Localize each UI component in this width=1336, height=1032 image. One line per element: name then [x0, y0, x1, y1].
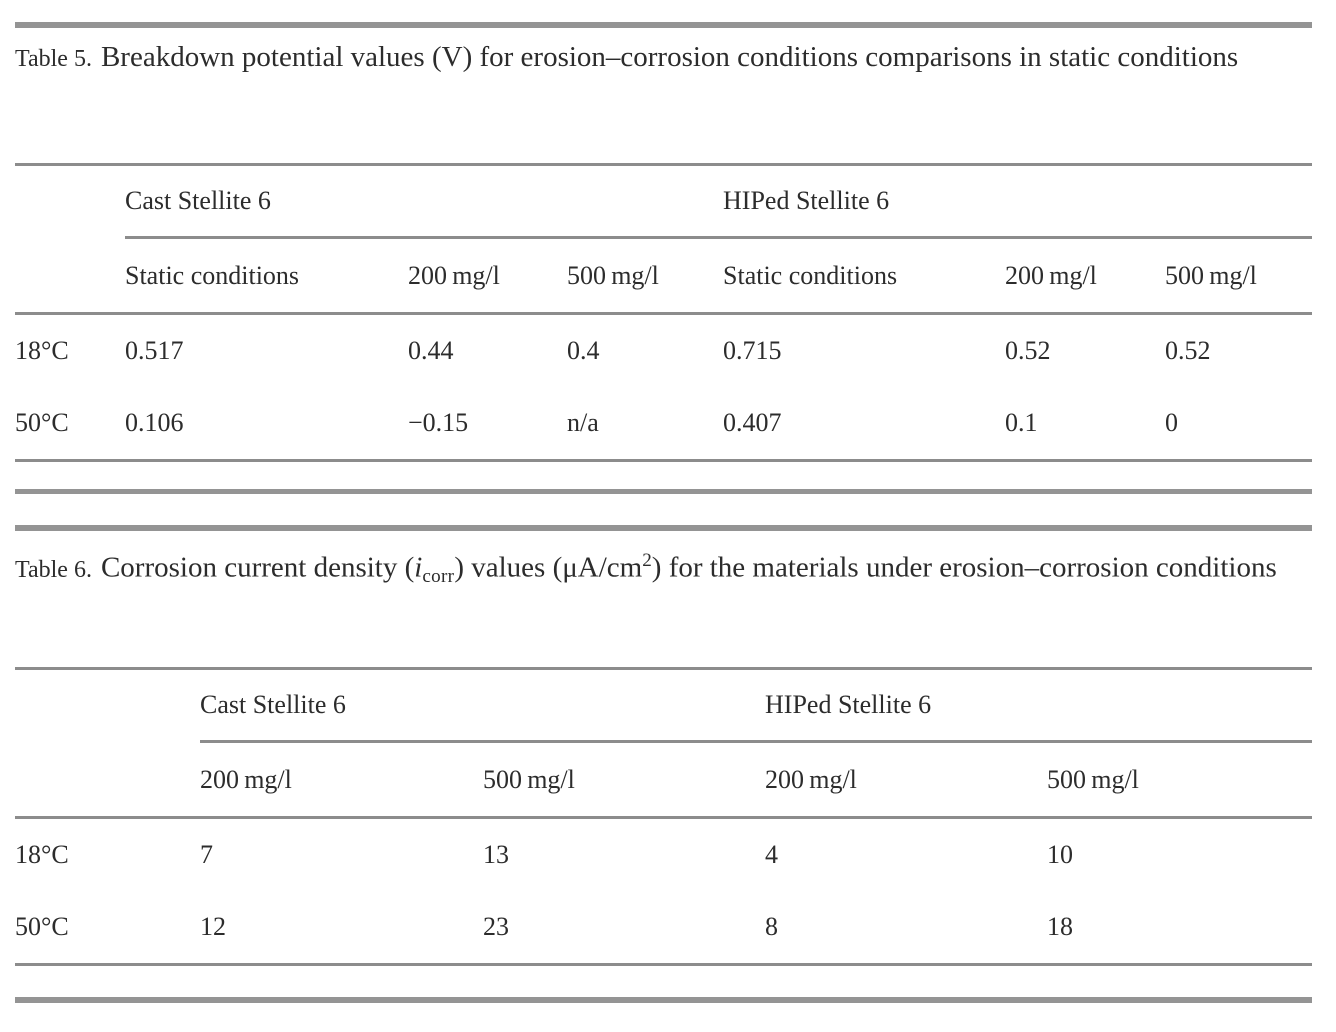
data-cell: 10 — [1047, 840, 1074, 869]
subheader-cell: 200 mg/l — [765, 741, 1048, 819]
subheader-cell: 200 mg/l — [408, 237, 567, 315]
group-header-cell: HIPed Stellite 6 — [765, 668, 1313, 743]
data-cell: 23 — [483, 891, 766, 966]
subheader-cell: Static conditions — [723, 237, 1006, 315]
group-header-cell: Cast Stellite 6 — [200, 668, 766, 743]
data-cell: −0.15 — [408, 387, 567, 462]
group-header-cell: HIPed Stellite 6 — [723, 164, 1313, 239]
row-label-cell: 18°C — [15, 840, 69, 869]
table6-subheader-row: 200 mg/l 500 mg/l 200 mg/l 500 mg/l — [15, 741, 1313, 819]
table6-caption: Table 6. Corrosion current density (icorr… — [15, 536, 1317, 602]
table5: Cast Stellite 6 HIPed Stellite 6 Static … — [15, 163, 1313, 462]
table6-caption-subscript: corr — [422, 565, 455, 587]
subheader-cell: 200 mg/l — [200, 741, 483, 819]
empty-cell — [15, 741, 200, 819]
table6-caption-i-symbol: i — [414, 551, 423, 584]
row-label-cell: 50°C — [15, 891, 200, 966]
table6-caption-superscript: 2 — [642, 550, 652, 571]
table5-caption-label: Table 5. — [15, 46, 92, 72]
data-cell: 13 — [483, 840, 509, 869]
table-row: 18°C 0.517 0.44 0.4 0.715 0.52 0.52 — [15, 314, 1312, 388]
table5-bottom-bar — [15, 489, 1312, 494]
data-cell: 0 — [1165, 387, 1313, 462]
data-cell: 4 — [765, 840, 779, 869]
empty-cell — [15, 237, 125, 315]
row-label-cell: 50°C — [15, 387, 125, 462]
empty-cell — [15, 165, 125, 238]
table-row: 50°C 0.106 −0.15 n/a 0.407 0.1 0 — [15, 387, 1313, 462]
data-cell: 0.4 — [567, 336, 600, 365]
empty-cell — [15, 669, 200, 742]
row-label-cell: 18°C — [15, 336, 69, 365]
data-cell: 0.1 — [1005, 387, 1166, 462]
data-cell: 0.517 — [125, 336, 184, 365]
data-cell: 7 — [200, 840, 213, 869]
table6-caption-part1: Corrosion current density ( — [100, 551, 415, 584]
data-cell: 0.106 — [125, 387, 408, 462]
table5-caption-text: Breakdown potential values (V) for erosi… — [100, 41, 1239, 73]
table5-caption: Table 5. Breakdown potential values (V) f… — [15, 32, 1317, 84]
table6-caption-label: Table 6. — [15, 556, 92, 583]
data-cell: n/a — [567, 387, 724, 462]
data-cell: 0.407 — [723, 387, 1006, 462]
data-cell: 8 — [765, 891, 1048, 966]
table6: Cast Stellite 6 HIPed Stellite 6 200 mg/… — [15, 667, 1313, 966]
data-cell: 0.715 — [723, 336, 782, 365]
subheader-cell: 500 mg/l — [483, 741, 766, 819]
data-cell: 18 — [1047, 891, 1313, 966]
subheader-cell: 200 mg/l — [1005, 237, 1166, 315]
subheader-cell: 500 mg/l — [1165, 237, 1313, 315]
data-cell: 12 — [200, 891, 483, 966]
data-cell: 0.52 — [1165, 336, 1211, 365]
table6-top-bar — [15, 525, 1312, 531]
subheader-cell: Static conditions — [125, 237, 408, 315]
table5-group-header-row: Cast Stellite 6 HIPed Stellite 6 — [15, 164, 1313, 239]
table5-subheader-row: Static conditions 200 mg/l 500 mg/l Stat… — [15, 237, 1313, 315]
table-row: 50°C 12 23 8 18 — [15, 891, 1313, 966]
table5-top-bar — [15, 22, 1312, 28]
table6-bottom-bar — [15, 997, 1312, 1003]
table6-caption-part3: ) for the materials under erosion–corros… — [651, 551, 1277, 584]
data-cell: 0.44 — [408, 336, 454, 365]
table-row: 18°C 7 13 4 10 — [15, 818, 1312, 892]
subheader-cell: 500 mg/l — [567, 237, 724, 315]
data-cell: 0.52 — [1005, 336, 1051, 365]
group-header-cell: Cast Stellite 6 — [125, 164, 724, 239]
subheader-cell: 500 mg/l — [1047, 741, 1313, 819]
table6-caption-part2: ) values (μA/cm — [454, 551, 643, 584]
table6-group-header-row: Cast Stellite 6 HIPed Stellite 6 — [15, 668, 1313, 743]
